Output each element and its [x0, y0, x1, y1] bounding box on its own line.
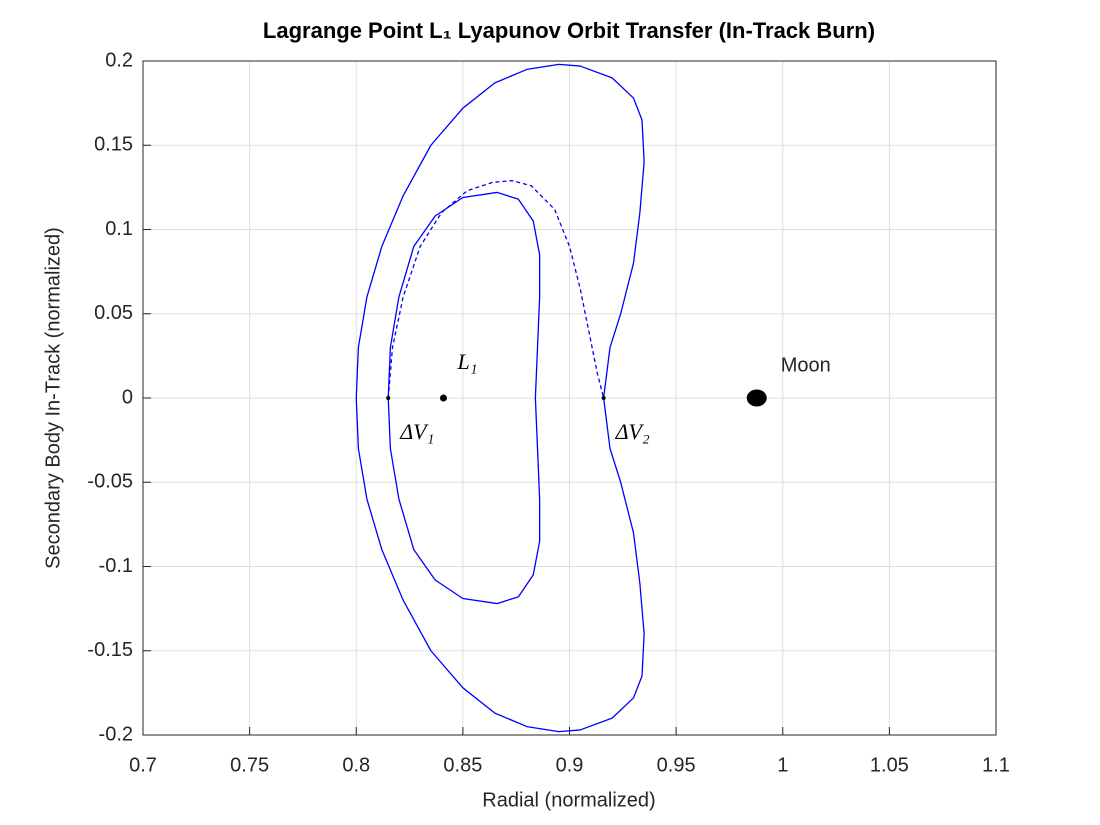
x-tick-label: 0.95 — [657, 754, 696, 776]
moon-point — [746, 389, 767, 407]
x-tick-label: 0.75 — [230, 754, 269, 776]
point-label: ΔV₂ — [615, 419, 650, 444]
y-tick-label: -0.15 — [87, 639, 133, 661]
orbit-line — [355, 63, 645, 733]
chart-title: Lagrange Point L₁ Lyapunov Orbit Transfe… — [263, 18, 875, 43]
grid — [142, 60, 997, 736]
x-tick-label: 0.7 — [129, 754, 157, 776]
x-tick-label: 0.9 — [556, 754, 584, 776]
point-label: ΔV₁ — [399, 419, 434, 444]
plot-area — [355, 63, 767, 733]
l1-point — [439, 394, 447, 402]
y-tick-label: 0.15 — [94, 134, 133, 156]
x-tick-label: 1 — [777, 754, 788, 776]
axes-box — [142, 60, 997, 736]
dv1-point — [386, 396, 391, 400]
point-label: L₁ — [456, 349, 477, 374]
x-tick-label: 1.05 — [870, 754, 909, 776]
x-tick-label: 0.85 — [443, 754, 482, 776]
x-axis-label: Radial (normalized) — [482, 789, 655, 811]
x-tick-label: 0.8 — [342, 754, 370, 776]
dv2-point — [601, 396, 606, 400]
y-tick-label: -0.05 — [87, 471, 133, 493]
y-tick-label: 0 — [122, 386, 133, 408]
x-tick-label: 1.1 — [982, 754, 1010, 776]
y-tick-label: -0.2 — [99, 723, 133, 745]
y-axis-label: Secondary Body In-Track (normalized) — [42, 227, 64, 569]
y-tick-label: 0.2 — [105, 49, 133, 71]
y-tick-label: -0.1 — [99, 555, 133, 577]
y-tick-label: 0.1 — [105, 218, 133, 240]
transfer-arc — [387, 179, 605, 399]
point-label: Moon — [781, 354, 831, 376]
y-tick-label: 0.05 — [94, 302, 133, 324]
